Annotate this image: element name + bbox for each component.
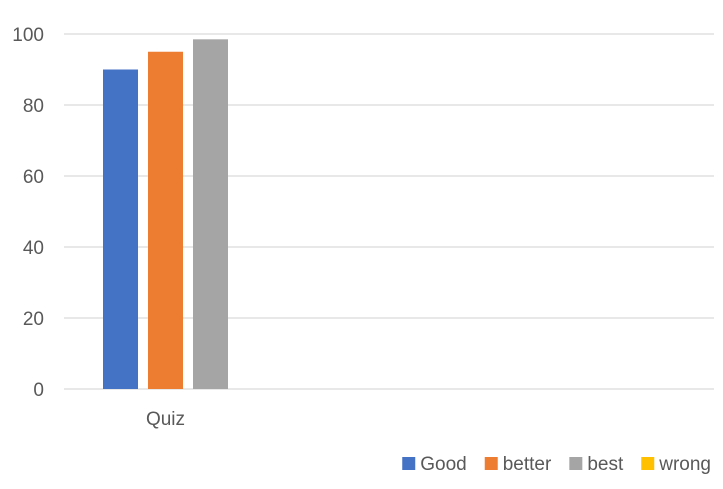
legend-item-wrong: wrong [641,454,711,475]
y-tick-label: 60 [23,167,44,188]
bar-better-quiz [148,51,183,389]
legend-label: best [587,454,624,475]
x-axis-ticks: Quiz [146,409,185,430]
bars [103,39,228,389]
y-tick-label: 40 [23,238,44,259]
y-tick-label: 100 [12,25,44,46]
y-tick-label: 80 [23,96,44,117]
legend-swatch [484,457,498,470]
bar-best-quiz [193,39,228,389]
legend-swatch [641,457,655,470]
legend-swatch [569,457,583,470]
bar-good-quiz [103,69,138,389]
legend: Good better best wrong [402,454,711,475]
legend-label: wrong [658,454,711,475]
x-tick-label: Quiz [146,409,185,430]
legend-label: Good [420,454,466,475]
y-tick-label: 20 [23,309,44,330]
y-axis-ticks: 0 20 40 60 80 100 [12,25,44,401]
legend-item-good: Good [402,454,467,475]
legend-item-best: best [569,454,624,475]
y-tick-label: 0 [33,380,44,401]
legend-swatch [402,457,416,470]
legend-label: better [503,454,552,475]
legend-item-better: better [484,454,552,475]
